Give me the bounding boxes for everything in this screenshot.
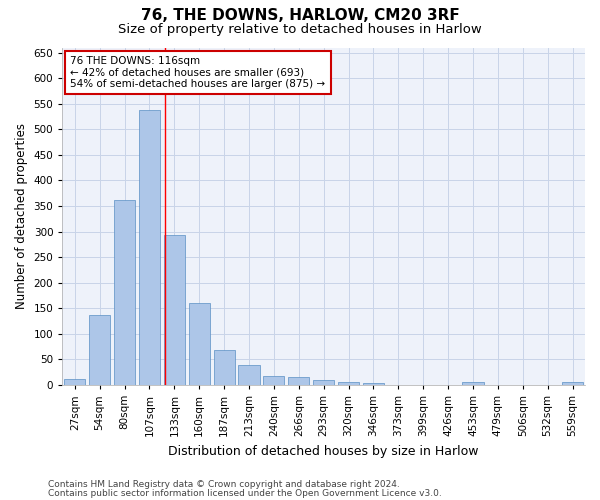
Bar: [188, 303, 210, 385]
Bar: [139, 110, 160, 385]
Bar: [89, 315, 110, 385]
Text: 76 THE DOWNS: 116sqm
← 42% of detached houses are smaller (693)
54% of semi-deta: 76 THE DOWNS: 116sqm ← 42% of detached h…: [70, 56, 325, 89]
Text: 76, THE DOWNS, HARLOW, CM20 3RF: 76, THE DOWNS, HARLOW, CM20 3RF: [140, 8, 460, 22]
Bar: [313, 380, 334, 385]
Bar: [238, 364, 260, 385]
Bar: [463, 382, 484, 385]
Bar: [363, 384, 384, 385]
Bar: [562, 382, 583, 385]
Text: Size of property relative to detached houses in Harlow: Size of property relative to detached ho…: [118, 22, 482, 36]
Text: Contains public sector information licensed under the Open Government Licence v3: Contains public sector information licen…: [48, 489, 442, 498]
Bar: [338, 382, 359, 385]
Y-axis label: Number of detached properties: Number of detached properties: [15, 124, 28, 310]
Text: Contains HM Land Registry data © Crown copyright and database right 2024.: Contains HM Land Registry data © Crown c…: [48, 480, 400, 489]
Bar: [288, 378, 310, 385]
Bar: [64, 380, 85, 385]
X-axis label: Distribution of detached houses by size in Harlow: Distribution of detached houses by size …: [169, 444, 479, 458]
Bar: [214, 350, 235, 385]
Bar: [263, 376, 284, 385]
Bar: [164, 235, 185, 385]
Bar: [114, 200, 135, 385]
